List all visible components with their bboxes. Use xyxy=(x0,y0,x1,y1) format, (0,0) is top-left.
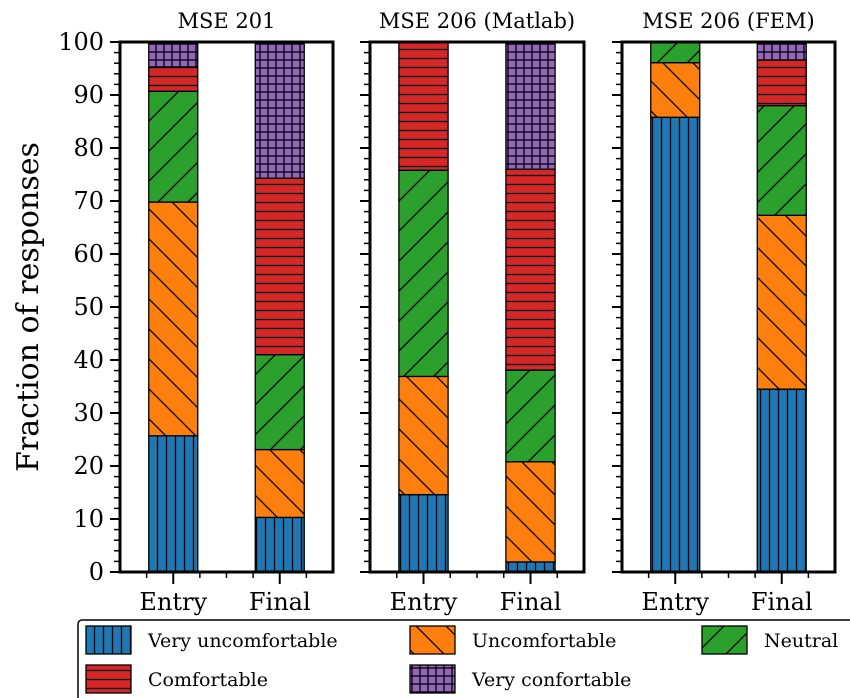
panel-title: MSE 206 (Matlab) xyxy=(379,9,575,33)
y-tick-label: 70 xyxy=(73,187,104,215)
legend-label: Comfortable xyxy=(148,669,268,691)
y-tick-label: 100 xyxy=(58,28,104,56)
panel-3: MSE 206 (FEM) Entry Final xyxy=(612,9,837,616)
legend-swatch xyxy=(85,664,132,694)
bar-segment xyxy=(254,448,305,519)
bar-segment xyxy=(148,201,199,437)
x-tick-label: Final xyxy=(500,588,562,616)
bar-segment xyxy=(505,369,556,463)
y-tick-label: 0 xyxy=(89,558,104,586)
bar-segment xyxy=(756,388,807,573)
legend-item: Very uncomfortable xyxy=(85,625,338,655)
bar-segment xyxy=(398,493,449,573)
bar-segment xyxy=(398,41,449,171)
bar-segment xyxy=(505,168,556,371)
x-tick-label: Entry xyxy=(139,588,207,616)
y-tick-label: 90 xyxy=(73,81,104,109)
x-tick-label: Entry xyxy=(390,588,458,616)
legend-item: Very confortable xyxy=(409,664,631,694)
legend-label: Uncomfortable xyxy=(472,630,616,652)
bar-segment xyxy=(148,41,199,68)
legend-item: Neutral xyxy=(701,625,838,655)
bar-segment xyxy=(756,41,807,61)
y-tick-label: 10 xyxy=(73,505,104,533)
bar-segment xyxy=(254,354,305,451)
bar-segment xyxy=(505,461,556,563)
y-tick-label: 20 xyxy=(73,452,104,480)
panel-frame xyxy=(118,40,335,574)
bar-segment xyxy=(756,59,807,107)
panel-frame xyxy=(368,40,586,574)
legend-frame xyxy=(77,619,850,698)
legend-label: Very uncomfortable xyxy=(147,630,338,652)
bar-segment xyxy=(148,90,199,203)
bar-segment xyxy=(650,62,701,118)
legend-swatch xyxy=(85,625,132,655)
legend-swatch xyxy=(409,664,456,694)
bar-segment xyxy=(254,177,305,356)
x-tick-label: Entry xyxy=(641,588,709,616)
bar-segment xyxy=(398,375,449,496)
legend-item: Uncomfortable xyxy=(409,625,616,655)
y-tick-label: 50 xyxy=(73,293,104,321)
bar-segment xyxy=(148,435,199,573)
y-tick-label: 40 xyxy=(73,346,104,374)
bar-segment xyxy=(650,41,701,64)
panel-1: MSE 201 Entry Final xyxy=(110,9,335,616)
panel-title: MSE 206 (FEM) xyxy=(642,9,814,33)
panel-2: MSE 206 (Matlab) Entry Final xyxy=(360,9,586,616)
bar-segment xyxy=(505,561,556,573)
legend-swatch xyxy=(701,625,748,655)
x-tick-label: Final xyxy=(751,588,813,616)
x-tick-label: Final xyxy=(249,588,311,616)
legend-label: Neutral xyxy=(764,630,838,652)
y-tick-label: 30 xyxy=(73,399,104,427)
bar-segment xyxy=(756,104,807,216)
bar-segment xyxy=(254,516,305,573)
legend: Very uncomfortable Uncomfortable Neutral Co… xyxy=(77,619,850,698)
panel-title: MSE 201 xyxy=(178,9,276,33)
y-axis-label: Fraction of responses xyxy=(11,142,46,472)
bar-segment xyxy=(148,66,199,92)
legend-swatch xyxy=(409,625,456,655)
legend-label: Very confortable xyxy=(471,669,631,691)
y-tick-label: 60 xyxy=(73,240,104,268)
bar-segment xyxy=(254,41,305,179)
panel-frame xyxy=(620,40,837,574)
y-tick-label: 80 xyxy=(73,134,104,162)
bar-segment xyxy=(650,116,701,573)
bar-segment xyxy=(756,214,807,390)
bar-segment xyxy=(505,41,556,170)
bar-segment xyxy=(398,169,449,378)
legend-item: Comfortable xyxy=(85,664,268,694)
